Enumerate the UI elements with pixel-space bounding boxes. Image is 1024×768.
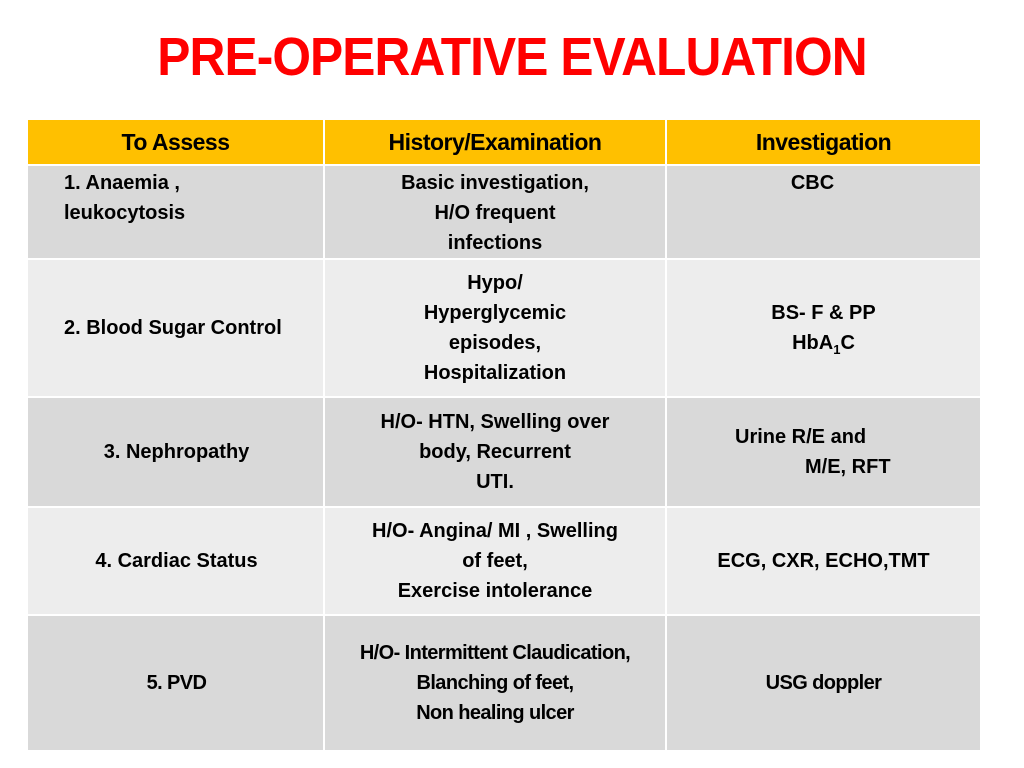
investigation-cell: Urine R/E and M/E, RFT [665, 396, 982, 508]
header-to-assess: To Assess [26, 118, 325, 166]
hba-subscript: 1 [833, 342, 841, 357]
evaluation-table: To Assess History/Examination Investigat… [26, 118, 982, 752]
history-line: Non healing ulcer [416, 702, 574, 724]
history-cell: H/O- HTN, Swelling over body, Recurrent … [323, 396, 667, 508]
table-row: 2. Blood Sugar Control Hypo/ Hyperglycem… [26, 258, 982, 398]
history-line: Hyperglycemic [423, 302, 567, 324]
investigation-cell: CBC [665, 164, 982, 260]
assess-cell: 5. PVD [26, 614, 325, 752]
assess-cell: 2. Blood Sugar Control [26, 258, 325, 398]
history-line: body, Recurrent [419, 441, 571, 463]
history-line: H/O- Intermittent Claudication, [359, 642, 631, 664]
table-row: 1. Anaemia , leukocytosis Basic investig… [26, 164, 982, 260]
assess-cell: 4. Cardiac Status [26, 506, 325, 616]
history-line: Exercise intolerance [397, 580, 593, 602]
assess-line: 5. PVD [146, 672, 207, 694]
assess-line: leukocytosis [64, 202, 186, 224]
investigation-cell: USG doppler [665, 614, 982, 752]
history-line: H/O frequent [434, 202, 556, 224]
investigation-line: BS- F & PP [771, 302, 876, 324]
investigation-cell: ECG, CXR, ECHO,TMT [665, 506, 982, 616]
assess-cell: 1. Anaemia , leukocytosis [26, 164, 325, 260]
history-cell: Hypo/ Hyperglycemic episodes, Hospitaliz… [323, 258, 667, 398]
assess-line: 2. Blood Sugar Control [64, 317, 282, 339]
hba1c-value: HbA1C [675, 328, 972, 358]
history-line: Hypo/ [467, 272, 523, 294]
investigation-line: M/E, RFT [805, 456, 891, 478]
history-line: episodes, [448, 332, 542, 354]
history-line: infections [447, 232, 543, 254]
history-cell: H/O- Angina/ MI , Swelling of feet, Exer… [323, 506, 667, 616]
table-row: 3. Nephropathy H/O- HTN, Swelling over b… [26, 396, 982, 508]
history-line: UTI. [476, 471, 514, 493]
investigation-cell: BS- F & PP HbA1C [665, 258, 982, 398]
history-line: of feet, [462, 550, 528, 572]
history-line: Hospitalization [423, 362, 567, 384]
investigation-line: USG doppler [765, 672, 882, 694]
table-row: 5. PVD H/O- Intermittent Claudication, B… [26, 614, 982, 752]
hba-base: HbA [792, 332, 834, 354]
assess-line: 1. Anaemia , [64, 172, 180, 194]
history-cell: H/O- Intermittent Claudication, Blanchin… [323, 614, 667, 752]
history-line: H/O- Angina/ MI , Swelling [372, 520, 618, 542]
investigation-line: CBC [790, 172, 835, 194]
history-line: H/O- HTN, Swelling over [380, 411, 610, 433]
investigation-line: ECG, CXR, ECHO,TMT [717, 550, 930, 572]
history-cell: Basic investigation, H/O frequent infect… [323, 164, 667, 260]
table-row: 4. Cardiac Status H/O- Angina/ MI , Swel… [26, 506, 982, 616]
header-history-examination: History/Examination [323, 118, 667, 166]
assess-line: 3. Nephropathy [103, 441, 250, 463]
investigation-line: Urine R/E and [735, 426, 867, 448]
header-investigation: Investigation [665, 118, 982, 166]
slide-title: PRE-OPERATIVE EVALUATION [157, 27, 867, 87]
history-line: Blanching of feet, [416, 672, 575, 694]
hba-tail: C [840, 332, 855, 354]
history-line: Basic investigation, [401, 172, 589, 194]
assess-cell: 3. Nephropathy [26, 396, 325, 508]
table-header-row: To Assess History/Examination Investigat… [26, 118, 982, 166]
assess-line: 4. Cardiac Status [95, 550, 258, 572]
